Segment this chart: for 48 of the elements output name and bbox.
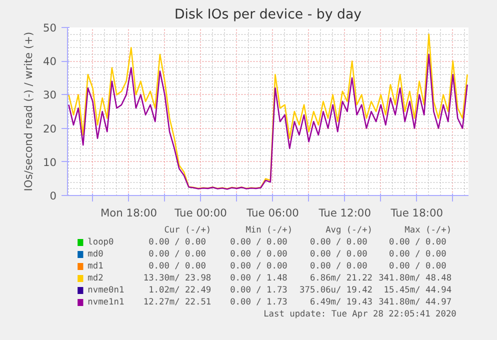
text: Cur (-/+) bbox=[164, 226, 212, 236]
y-tick-label: 20 bbox=[42, 122, 57, 136]
text: 12.27m/ 22.51 bbox=[143, 298, 212, 308]
legend-label: md0 bbox=[88, 250, 104, 260]
legend-label: nvme1n1 bbox=[88, 298, 124, 308]
text: 0.00 / 0.00 bbox=[230, 238, 288, 248]
x-tick-label: Tue 12:00 bbox=[318, 206, 372, 220]
text: 0.00 / 0.00 bbox=[230, 250, 288, 260]
text: 0.00 / 0.00 bbox=[310, 262, 368, 272]
text: 0.00 / 0.00 bbox=[148, 250, 206, 260]
text: 1.02m/ 22.49 bbox=[148, 286, 212, 296]
text: 341.80m/ 44.97 bbox=[378, 298, 452, 308]
text: 6.49m/ 19.43 bbox=[310, 298, 372, 308]
y-tick-label: 50 bbox=[42, 22, 57, 34]
y-tick-label: 10 bbox=[42, 156, 57, 169]
legend-label: md2 bbox=[88, 274, 104, 284]
text: Min (-/+) bbox=[246, 226, 293, 236]
x-tick-label: Tue 06:00 bbox=[246, 206, 300, 220]
chart-title: Disk IOs per device - by day bbox=[174, 8, 362, 22]
y-axis-title: IOs/second read (-) / write (+) bbox=[22, 32, 35, 192]
x-tick-label: Tue 18:00 bbox=[390, 206, 444, 220]
x-tick-label: Mon 18:00 bbox=[100, 206, 158, 220]
text: 0.00 / 0.00 bbox=[389, 250, 446, 260]
text: 0.00 / 0.00 bbox=[310, 250, 368, 260]
text: 15.45m/ 44.94 bbox=[384, 286, 452, 296]
text: 0.00 / 0.00 bbox=[230, 262, 288, 272]
text: 0.00 / 1.73 bbox=[230, 298, 288, 308]
text: 375.06u/ 19.42 bbox=[300, 286, 372, 296]
text: Max (-/+) bbox=[404, 226, 452, 236]
y-tick-label: 0 bbox=[50, 190, 57, 202]
text: 0.00 / 0.00 bbox=[148, 262, 206, 272]
legend-label: md1 bbox=[88, 262, 104, 272]
legend-label: nvme0n1 bbox=[88, 286, 124, 296]
legend-label: loop0 bbox=[88, 238, 114, 248]
text: 0.00 / 0.00 bbox=[310, 238, 368, 248]
text: 0.00 / 1.48 bbox=[230, 274, 288, 284]
text: Avg (-/+) bbox=[326, 226, 372, 236]
x-tick-label: Tue 00:00 bbox=[174, 206, 228, 220]
y-tick-label: 30 bbox=[42, 88, 57, 102]
text: 341.80m/ 48.48 bbox=[378, 274, 452, 284]
text: 0.00 / 0.00 bbox=[389, 238, 446, 248]
text: 0.00 / 1.73 bbox=[230, 286, 288, 296]
text: 13.30m/ 23.98 bbox=[143, 274, 212, 284]
text: 6.86m/ 21.22 bbox=[310, 274, 372, 284]
text: Last update: Tue Apr 28 22:05:41 2020 bbox=[264, 310, 456, 320]
y-tick-label: 40 bbox=[42, 55, 57, 68]
text: 0.00 / 0.00 bbox=[389, 262, 446, 272]
text: 0.00 / 0.00 bbox=[148, 238, 206, 248]
